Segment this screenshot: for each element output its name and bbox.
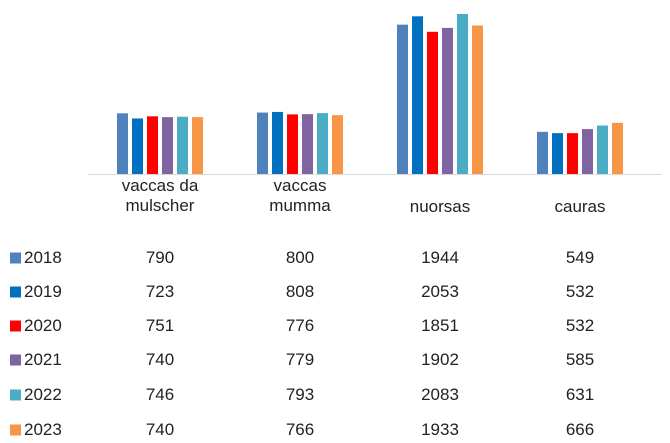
x-tick-label: vaccas da mulscher: [121, 176, 199, 215]
bar: [317, 113, 328, 174]
bar: [147, 116, 158, 174]
legend-swatch: [10, 320, 21, 332]
legend-swatch: [10, 389, 21, 401]
table-cell: 1933: [421, 420, 459, 439]
table-cell: 723: [145, 282, 175, 301]
bar: [272, 111, 283, 174]
table-cell: 2053: [421, 282, 459, 301]
bar: [567, 133, 578, 174]
bar: [177, 116, 188, 174]
legend-swatch: [10, 286, 21, 298]
table-cell: 532: [565, 282, 595, 301]
legend-label: 2021: [24, 350, 62, 369]
table-cell: 740: [145, 420, 175, 439]
table-cell: 751: [145, 316, 175, 335]
bar: [597, 125, 608, 174]
bar: [302, 114, 313, 174]
table-cell: 800: [285, 248, 315, 267]
table-cell: 1944: [421, 248, 459, 267]
bar: [552, 133, 563, 174]
table-cell: 585: [565, 350, 595, 369]
table-cell: 746: [145, 385, 175, 404]
table-cell: 779: [285, 350, 315, 369]
bar: [612, 122, 623, 174]
bar: [412, 16, 423, 175]
table-cell: 631: [565, 385, 595, 404]
x-tick-label: cauras: [554, 197, 606, 216]
table-cell: 666: [565, 420, 595, 439]
bar: [442, 27, 453, 174]
x-tick-label: nuorsas: [409, 197, 471, 216]
legend-swatch: [10, 424, 21, 436]
legend-label: 2023: [24, 420, 62, 439]
table-cell: 532: [565, 316, 595, 335]
table-cell: 2083: [421, 385, 459, 404]
bar: [332, 115, 343, 174]
table-cell: 793: [285, 385, 315, 404]
legend-label: 2022: [24, 385, 62, 404]
table-cell: 776: [285, 316, 315, 335]
legend-swatch: [10, 354, 21, 366]
legend-label: 2020: [24, 316, 62, 335]
bar: [427, 31, 438, 175]
legend-label: 2018: [24, 248, 62, 267]
table-cell: 808: [285, 282, 315, 301]
bar: [192, 117, 203, 174]
bar: [397, 24, 408, 174]
bar: [287, 114, 298, 174]
bar: [457, 14, 468, 174]
legend-label: 2019: [24, 282, 62, 301]
bar: [257, 112, 268, 174]
table-cell: 1851: [421, 316, 459, 335]
table-cell: 790: [145, 248, 175, 267]
table-cell: 549: [565, 248, 595, 267]
legend-swatch: [10, 252, 21, 264]
table-cell: 766: [285, 420, 315, 439]
bar: [162, 117, 173, 174]
bar: [472, 25, 483, 174]
bar: [582, 129, 593, 174]
bar: [132, 118, 143, 174]
table-cell: 740: [145, 350, 175, 369]
table-cell: 1902: [421, 350, 459, 369]
x-tick-label: vaccas mumma: [269, 176, 331, 215]
bar: [537, 131, 548, 174]
bar: [117, 113, 128, 174]
